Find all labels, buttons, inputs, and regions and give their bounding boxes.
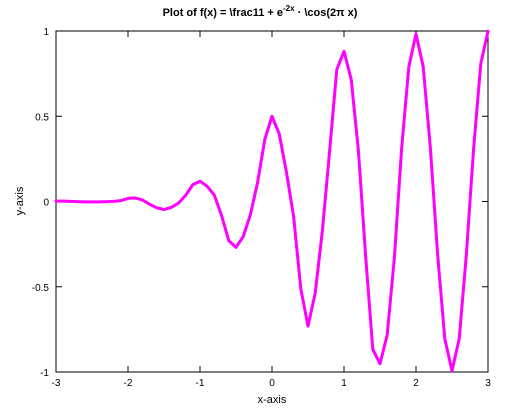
x-tick-label: -2 (124, 378, 133, 389)
chart-title-main: Plot of f(x) = \frac11 + e (163, 7, 283, 19)
x-tick-label: 0 (269, 378, 275, 389)
x-tick-label: 3 (485, 378, 491, 389)
y-axis-label: y-axis (14, 186, 26, 215)
x-tick-label: 2 (413, 378, 419, 389)
chart-title-superscript: -2x (283, 4, 295, 13)
chart-title-suffix: · \cos(2π x) (295, 7, 358, 19)
axis-tick-labels: -3 -2 -1 0 1 2 3 -1 -0.5 0 0.5 1 (32, 27, 491, 389)
y-tick-label: 1 (43, 27, 49, 38)
x-tick-label: -1 (196, 378, 205, 389)
y-tick-label: -1 (40, 368, 49, 379)
x-tick-label: -3 (52, 378, 61, 389)
series-line (54, 29, 490, 373)
y-tick-label: -0.5 (32, 283, 50, 294)
y-tick-label: 0 (43, 198, 49, 209)
x-axis-label: x-axis (258, 394, 287, 406)
x-tick-label: 1 (341, 378, 347, 389)
y-tick-label: 0.5 (35, 112, 49, 123)
chart-title: Plot of f(x) = \frac11 + e-2x · \cos(2π … (163, 4, 358, 19)
